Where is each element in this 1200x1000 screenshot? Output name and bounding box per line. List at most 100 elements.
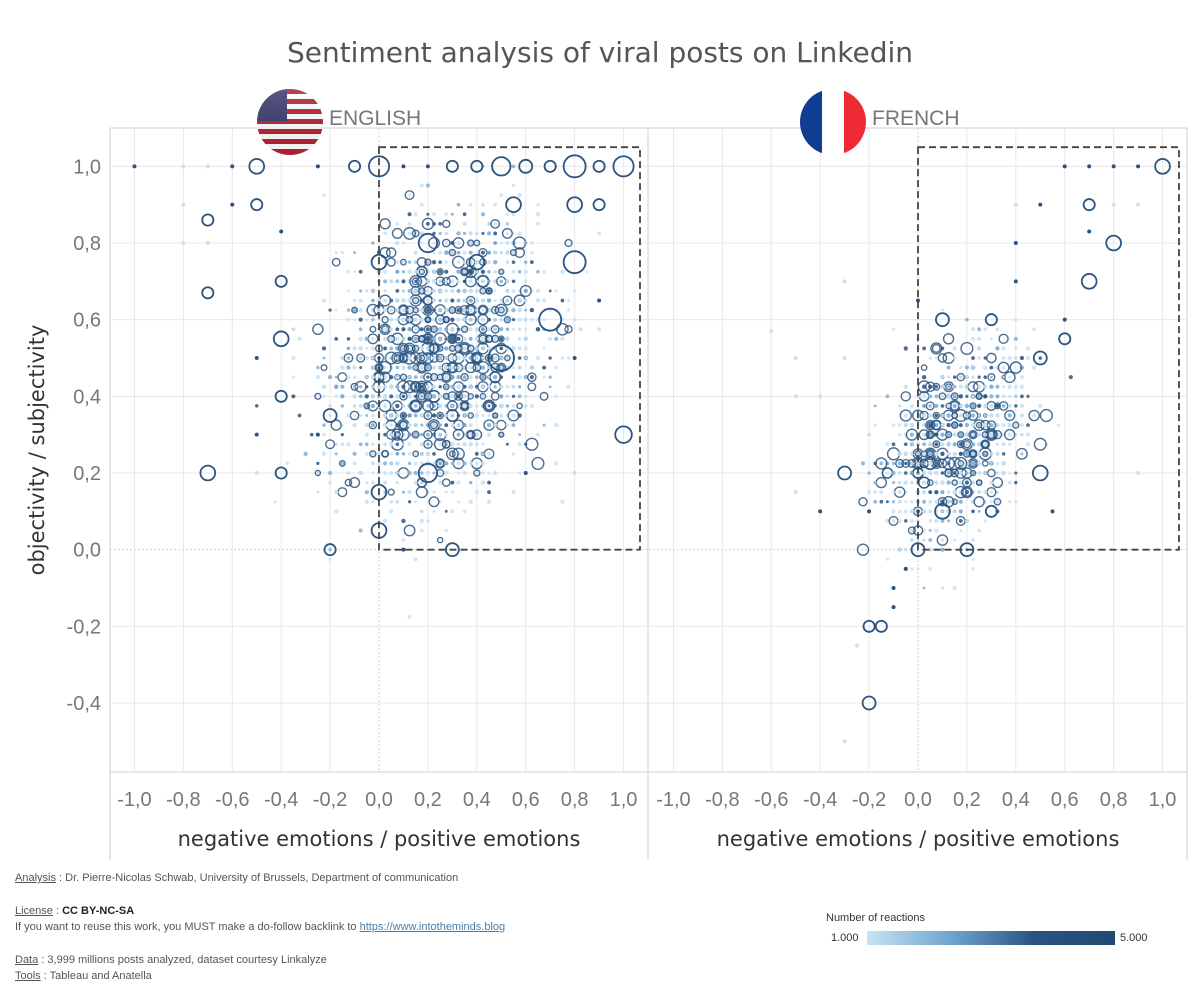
data-point [517,394,522,399]
backlink-link[interactable]: https://www.intotheminds.blog [359,921,506,933]
data-point [426,442,430,446]
data-point [419,442,424,447]
data-point [456,346,461,351]
data-point [560,336,565,341]
data-point [970,442,976,447]
data-point [438,356,442,360]
data-point [873,423,877,427]
data-point [952,490,957,495]
data-point [407,365,412,370]
data-point [328,557,332,561]
data-point [469,433,473,437]
data-point [493,327,498,332]
x-tick-label: -0,2 [852,789,886,811]
data-point [468,423,473,428]
data-point [548,337,552,341]
data-point [498,431,505,438]
legend-min-label: 1.000 [831,932,859,944]
data-point [977,394,982,399]
data-point [535,327,541,332]
data-point [413,404,418,408]
data-point [928,529,932,532]
data-point [487,327,492,332]
data-point [481,308,485,312]
data-point [478,305,488,315]
data-point [572,471,577,475]
data-point [441,439,451,449]
data-point [491,412,499,419]
data-point [456,423,461,427]
data-point [1001,442,1006,446]
data-point [1012,421,1020,429]
data-point [291,394,296,399]
data-point [358,298,363,303]
data-point [934,403,939,408]
data-point [353,414,356,417]
data-point [487,317,491,322]
data-point [529,403,534,409]
data-point [334,490,338,494]
data-point [858,497,868,507]
positive-quadrant-box [378,146,641,551]
data-point [1068,375,1073,380]
data-point [417,392,427,401]
data-point [987,373,996,382]
data-point [424,258,432,266]
data-point [934,451,939,456]
data-point [1056,423,1061,427]
data-point [493,356,498,360]
data-point [444,260,448,264]
data-point [452,428,465,441]
data-point [334,394,338,399]
data-point [490,324,500,334]
data-point [346,308,351,312]
data-point [371,366,375,369]
data-point [885,394,890,399]
x-tick-label: -1,0 [656,789,690,811]
data-point [867,490,872,495]
data-point [467,412,475,419]
data-point [432,241,436,245]
data-point [395,480,400,485]
data-point [928,384,933,389]
data-point [438,298,442,303]
data-point [897,547,902,552]
data-point [1020,394,1024,399]
data-point [365,414,369,417]
data-point [445,159,459,173]
data-point [505,394,510,398]
data-point [904,384,908,389]
data-point [426,452,430,456]
data-point [921,384,927,389]
data-point [389,442,394,447]
data-point [444,289,448,293]
data-point [450,394,454,398]
data-point [386,257,396,267]
data-point [989,384,994,389]
data-point [503,315,512,324]
data-point [934,480,939,485]
data-point [487,289,491,293]
data-point [562,250,587,275]
data-point [517,385,522,389]
data-point [928,471,932,475]
data-point [940,548,945,552]
data-point [499,270,503,274]
data-point [438,337,442,341]
data-point [505,317,510,322]
data-point [395,433,399,437]
data-point [399,420,408,430]
data-point [371,337,375,341]
data-point [523,471,528,475]
data-point [947,385,951,389]
data-point [511,212,516,217]
data-point [1020,375,1024,380]
data-point [983,403,988,408]
data-point [982,450,989,458]
data-point [446,400,458,412]
data-point [493,222,497,226]
data-point [983,471,987,475]
data-point [407,327,412,332]
data-point [285,461,290,466]
data-point [952,480,957,485]
